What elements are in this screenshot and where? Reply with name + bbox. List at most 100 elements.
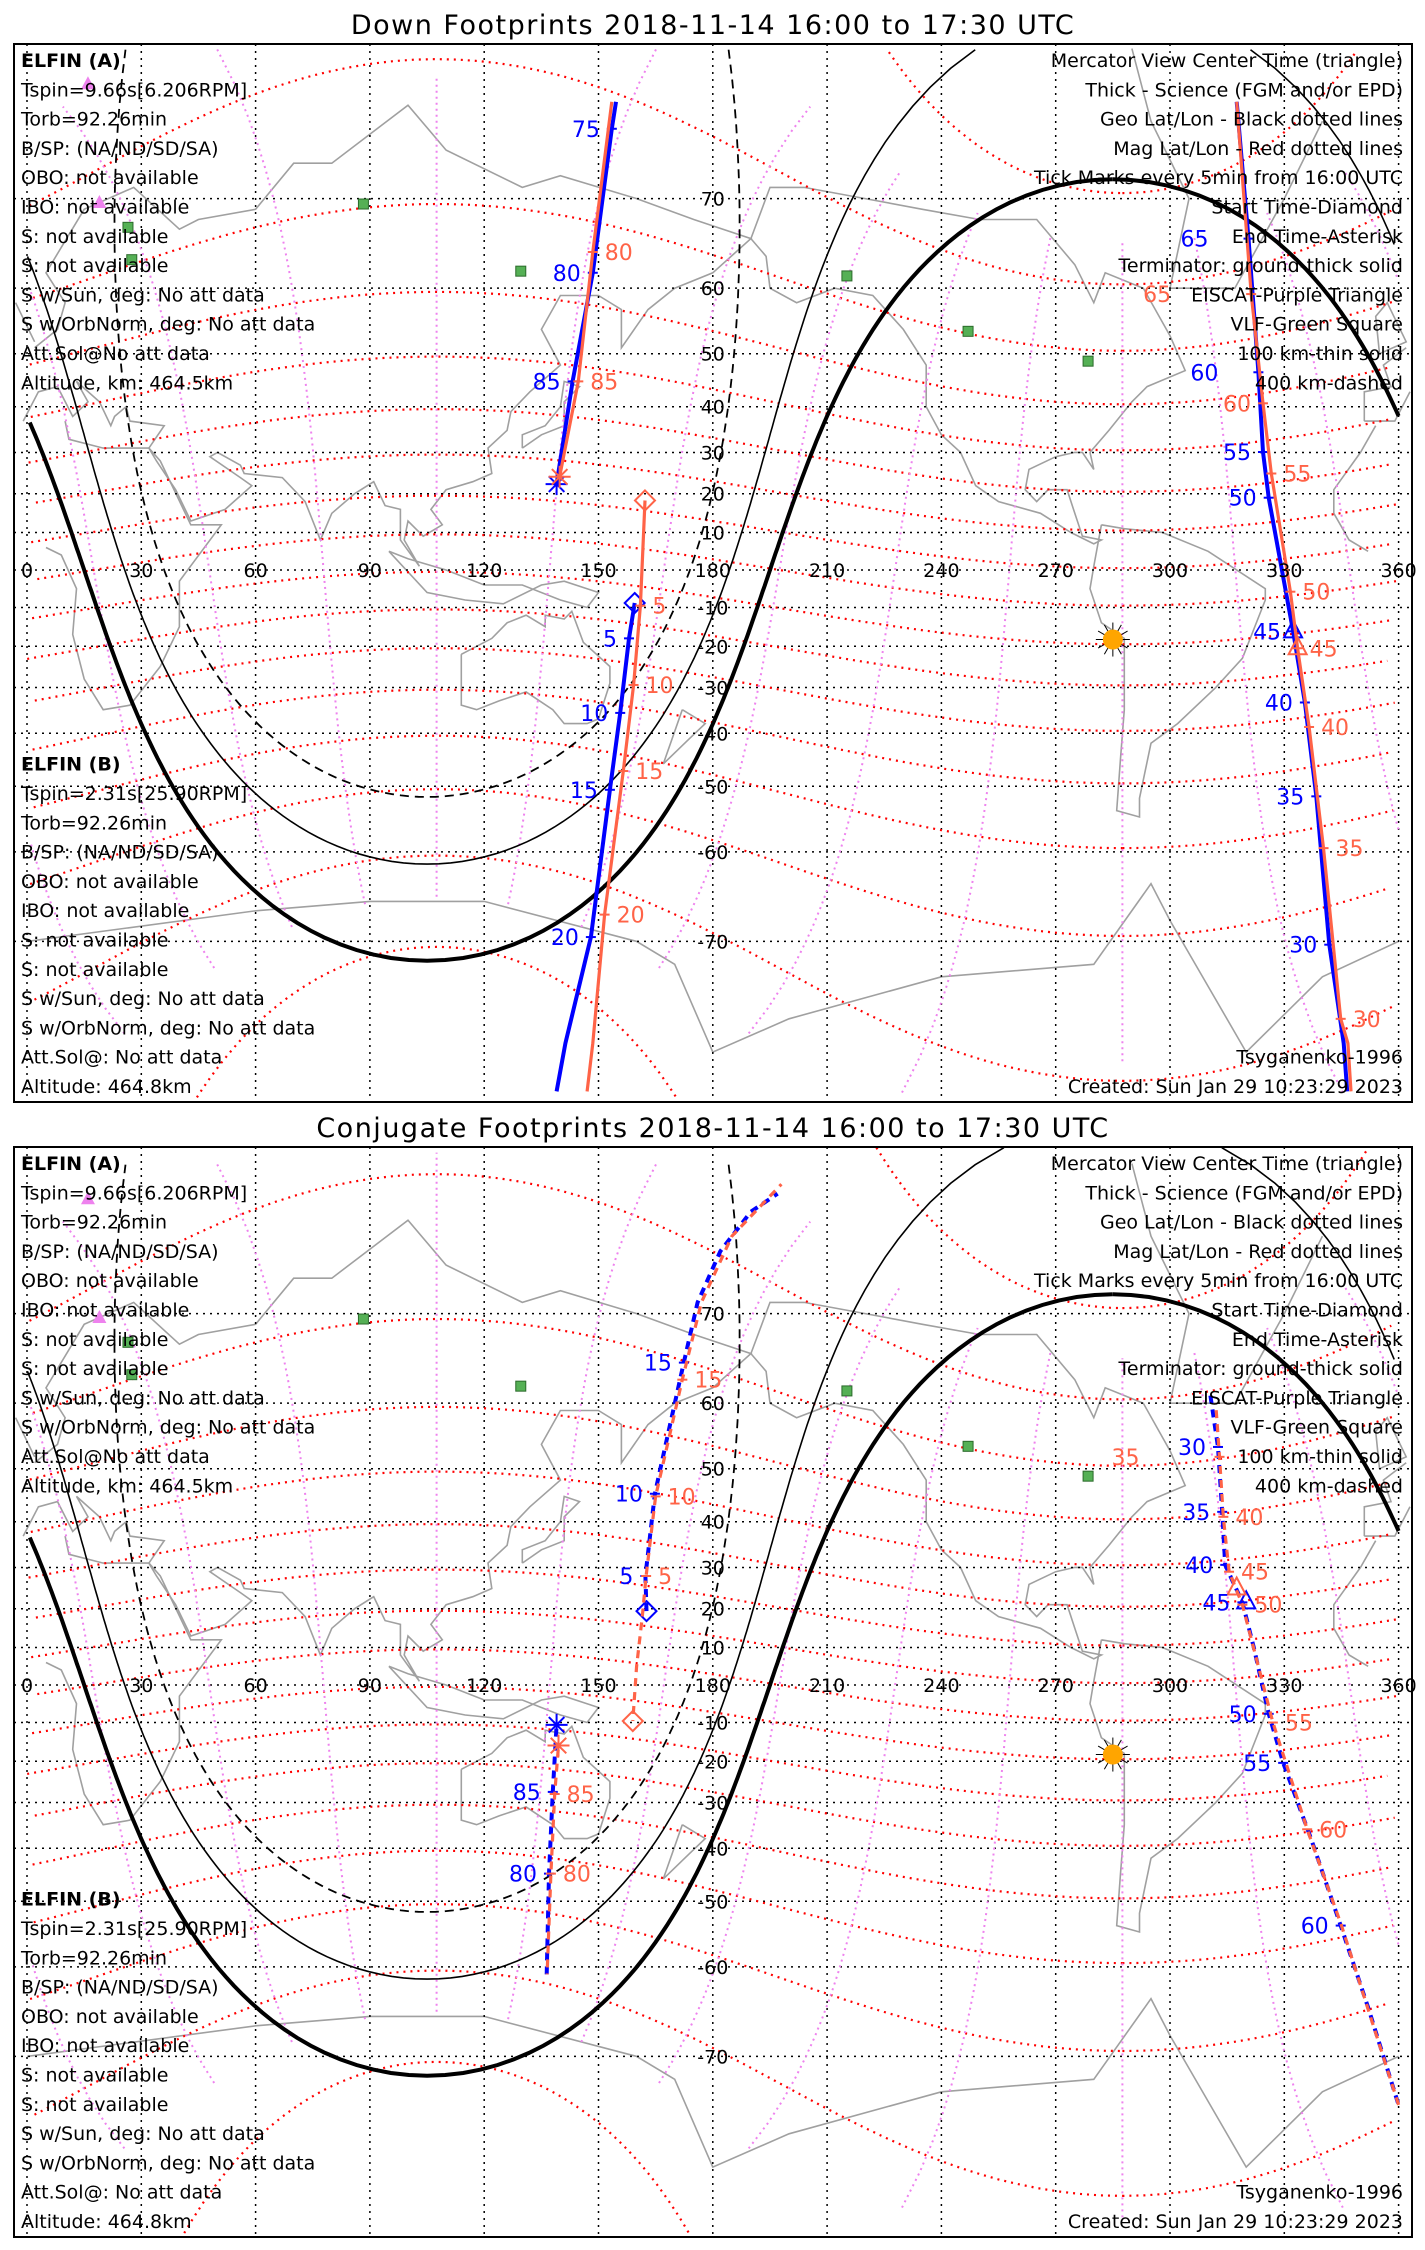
mag-latitude-line <box>875 1147 1123 1310</box>
mag-latitude-line <box>1122 809 1394 850</box>
mag-meridian-line <box>901 235 1052 1094</box>
elfin-a-label: ELFIN (A) <box>21 50 121 72</box>
terminator-100km <box>1250 49 1395 245</box>
mag-latitude-line <box>1122 2002 1390 2053</box>
longitude-label: 120 <box>466 1675 502 1697</box>
mag-meridian-line <box>901 1350 1052 2209</box>
coastline <box>1364 1506 1411 1537</box>
latitude-label: -70 <box>697 2046 728 2068</box>
mag-latitude-line <box>37 1648 1123 1722</box>
eiscat-triangle-icon <box>80 76 95 90</box>
elfin-a-info-line: Altitude, km: 464.5km <box>21 1475 233 1497</box>
time-tick-label: 45 <box>1253 620 1281 645</box>
coastline <box>1374 1416 1408 1470</box>
panel-title: Down Footprints 2018-11-14 16:00 to 17:3… <box>351 10 1075 41</box>
legend-item: Thick - Science (FGM and/or EPD) <box>1084 79 1403 101</box>
elfin-a-info-line: S: not available <box>21 226 168 248</box>
latitude-label: 30 <box>701 1557 725 1579</box>
mag-latitude-line <box>30 355 1123 452</box>
terminator-100km <box>26 49 976 865</box>
mag-latitude-line <box>1122 1533 1392 1567</box>
time-tick-label: 5 <box>603 627 617 652</box>
time-tick-label: 40 <box>1265 691 1293 716</box>
time-tick-label: 75 <box>572 118 600 143</box>
conjugate-footprints-panel: Conjugate Footprints 2018-11-14 16:00 to… <box>13 1113 1417 2238</box>
asterisk-stroke <box>551 468 569 486</box>
spacecraft-info: ELFIN (A) Tspin=9.66s[6.206RPM] Torb=92.26… <box>20 1153 315 2233</box>
elfin-b-info-line: OBO: not available <box>21 871 199 893</box>
mag-latitude-line <box>32 688 1123 785</box>
time-tick-label: 35 <box>1276 785 1304 810</box>
coastline <box>14 1417 36 1458</box>
coastline <box>1374 301 1408 355</box>
sun-disk <box>1102 1744 1123 1765</box>
elfin-b-info-line: S: not available <box>21 959 168 981</box>
mag-latitude-line <box>1122 1005 1394 1082</box>
coastline <box>1333 425 1377 514</box>
mag-latitude-line <box>29 290 1123 406</box>
coastlines <box>14 48 1411 1054</box>
footprint-track-segment <box>545 1745 561 1975</box>
time-tick-label: 50 <box>1302 581 1330 606</box>
vlf-square-icon <box>122 1336 134 1348</box>
time-tick-label: 60 <box>1190 361 1218 386</box>
terminator-ground <box>27 1292 1113 2078</box>
vlf-square-icon <box>357 1313 369 1325</box>
coastline <box>1170 1235 1324 1404</box>
mag-meridian-line <box>507 1161 658 2020</box>
mag-latitude-line <box>1122 300 1395 352</box>
time-tick-label: 50 <box>1229 1703 1257 1728</box>
mag-latitude-line <box>1122 1481 1391 1521</box>
coastline <box>1131 48 1190 289</box>
longitude-label: 240 <box>923 560 959 582</box>
mag-latitude-line <box>29 1405 1123 1521</box>
time-tick-label: 10 <box>615 1483 643 1508</box>
coastline <box>14 302 36 343</box>
legend-item: Terminator: ground-thick solid <box>1118 255 1404 277</box>
latitude-label: -20 <box>697 1751 728 1773</box>
elfin-a-info-line: Tspin=9.66s[6.206RPM] <box>20 79 247 101</box>
legend-item: Tick Marks every 5min from 16:00 UTC <box>1033 1270 1403 1292</box>
mag-latitude-line <box>31 1609 1123 1685</box>
ground-sites <box>80 76 1094 367</box>
time-tick-label: 35 <box>1112 1446 1140 1471</box>
mag-latitude-line <box>28 1172 1123 1401</box>
eiscat-triangle-icon <box>92 1309 107 1323</box>
start-diamond-icon <box>621 1709 645 1733</box>
time-tick-label: 45 <box>1310 637 1338 662</box>
elfin-b-info-line: B/SP: (NA/ND/SD/SA) <box>21 1977 219 1999</box>
elfin-a-info-line: Altitude, km: 464.5km <box>21 372 233 394</box>
elfin-a-info-line: Torb=92.26min <box>20 109 167 131</box>
latitude-label: -70 <box>697 931 728 953</box>
longitude-label: 150 <box>580 560 616 582</box>
coastline <box>521 1495 581 1564</box>
legend: Mercator View Center Time (triangle) Thic… <box>1033 50 1403 394</box>
elfin-b-info-line: B/SP: (NA/ND/SD/SA) <box>21 842 219 864</box>
coastline <box>1333 512 1369 552</box>
longitude-label: 240 <box>923 1675 959 1697</box>
time-tick-label: 55 <box>1283 463 1311 488</box>
time-tick-label: 80 <box>605 241 633 266</box>
longitude-label: 90 <box>358 1675 382 1697</box>
latitude-label: -60 <box>697 1957 728 1979</box>
legend-item: Start Time-Diamond <box>1211 197 1403 219</box>
elfin-a-info-line: S: not available <box>21 1358 168 1380</box>
elfin-a-info-line: S: not available <box>21 1329 168 1351</box>
coastline <box>22 104 753 567</box>
latitude-label: 70 <box>701 189 725 211</box>
mag-latitude-line <box>35 453 1123 532</box>
latitude-label: 50 <box>701 1459 725 1481</box>
latitude-label: -50 <box>697 1891 728 1913</box>
panel-title: Conjugate Footprints 2018-11-14 16:00 to… <box>316 1113 1109 1144</box>
time-tick-label: 55 <box>1285 1712 1313 1737</box>
latitude-label: 60 <box>701 278 725 300</box>
coastline <box>45 420 223 711</box>
elfin-a-info-line: S: not available <box>21 255 168 277</box>
time-tick-label: 15 <box>635 760 663 785</box>
coastline <box>1363 347 1407 422</box>
mag-latitude-line <box>1122 418 1392 452</box>
vlf-square-icon <box>1082 1470 1094 1482</box>
longitude-label: 330 <box>1266 560 1302 582</box>
latitude-label: -40 <box>697 723 728 745</box>
terminators <box>26 49 1401 963</box>
